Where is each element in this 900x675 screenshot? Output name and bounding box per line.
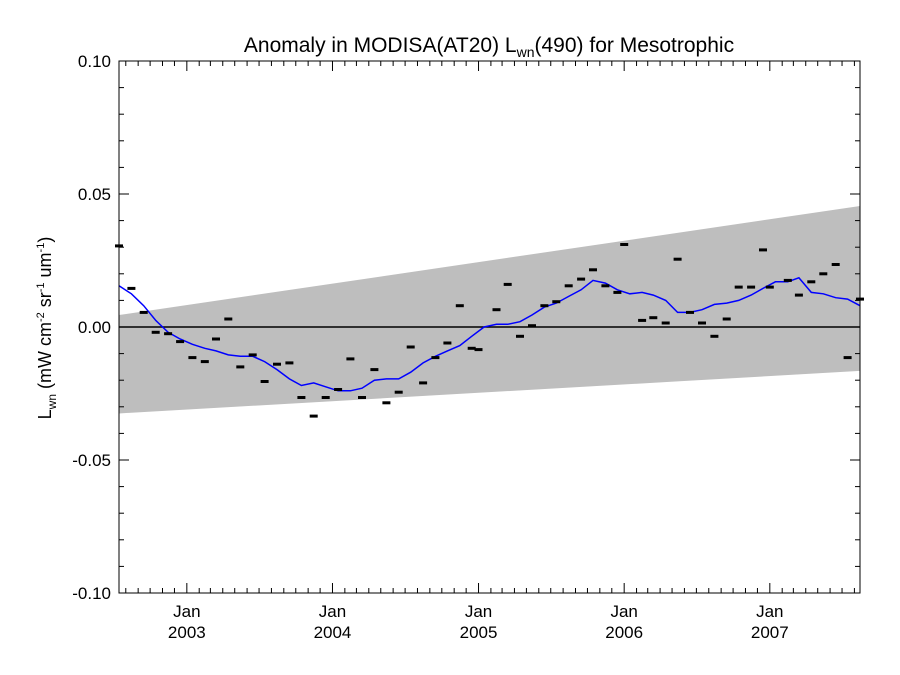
- data-point: [698, 321, 706, 325]
- data-point: [200, 360, 209, 364]
- data-point: [710, 334, 719, 338]
- data-point: [503, 282, 512, 286]
- data-point: [321, 396, 330, 399]
- data-point: [686, 310, 694, 314]
- data-point: [765, 285, 774, 289]
- chart-title-rest: (490) for Mesotrophic: [535, 34, 735, 57]
- y-axis-label-close: ): [35, 237, 55, 243]
- y-axis-label-um: um: [35, 252, 55, 282]
- data-point: [649, 316, 658, 320]
- y-tick-labels: -0.10 -0.05 0.00 0.05 0.10: [72, 52, 111, 603]
- data-point: [722, 317, 731, 321]
- data-point: [807, 280, 816, 284]
- y-axis-label-units: (mW cm: [35, 322, 55, 394]
- data-point: [638, 318, 647, 322]
- data-point: [273, 362, 281, 366]
- chart-title: Anomaly in MODISA(AT20) Lwn(490) for Mes…: [244, 34, 734, 60]
- y-axis-label-exp2: -1: [35, 282, 47, 292]
- y-axis-label-sr: sr: [35, 292, 55, 312]
- data-points-layer: [115, 243, 864, 418]
- data-point: [819, 272, 828, 276]
- y-tick-label: 0.05: [78, 185, 111, 204]
- data-point: [260, 380, 269, 383]
- data-point: [613, 290, 622, 294]
- data-point: [577, 277, 586, 281]
- data-point: [224, 317, 233, 321]
- data-point: [516, 334, 524, 338]
- y-tick-label: -0.10: [72, 584, 111, 603]
- data-point: [528, 324, 536, 328]
- axes-layer: [118, 60, 861, 594]
- y-axis-label-exp1: -2: [35, 312, 47, 322]
- data-point: [843, 356, 852, 360]
- data-point: [164, 332, 173, 336]
- data-point: [309, 414, 318, 418]
- data-point: [734, 285, 743, 289]
- data-point: [297, 396, 306, 399]
- data-point: [747, 285, 756, 289]
- data-point: [564, 284, 573, 288]
- data-point: [406, 345, 415, 349]
- y-axis-label: Lwn (mW cm-2 sr-1 um-1): [35, 237, 59, 420]
- data-point: [285, 361, 294, 365]
- x-tick-label-year: 2007: [751, 623, 789, 642]
- data-point: [759, 248, 767, 252]
- y-tick-label: 0.10: [78, 52, 111, 71]
- data-point: [334, 388, 343, 391]
- data-point: [783, 278, 792, 282]
- data-point: [443, 341, 452, 345]
- data-point: [188, 356, 197, 360]
- data-point: [176, 340, 185, 344]
- data-point: [620, 243, 629, 246]
- x-tick-label-year: 2006: [605, 623, 643, 642]
- data-point: [455, 304, 464, 308]
- smooth-line-layer: [118, 276, 861, 392]
- y-axis-label-exp3: -1: [35, 243, 47, 253]
- uncertainty-band: [119, 205, 860, 414]
- y-axis-label-main: L: [35, 409, 55, 419]
- y-tick-label: 0.00: [78, 318, 111, 337]
- data-point: [431, 356, 440, 360]
- data-point: [370, 368, 379, 372]
- data-point: [127, 286, 136, 290]
- data-point: [794, 293, 803, 297]
- uncertainty-band-layer: [119, 205, 860, 414]
- data-point: [236, 365, 245, 369]
- data-point: [358, 396, 366, 399]
- data-point: [492, 308, 501, 312]
- chart-title-subscript: wn: [516, 44, 535, 60]
- x-tick-label-year: 2005: [460, 623, 498, 642]
- smooth-series-line: [118, 276, 861, 392]
- data-point: [139, 310, 148, 314]
- x-tick-label-year: 2003: [168, 623, 206, 642]
- data-point: [248, 353, 257, 357]
- data-point: [212, 337, 220, 341]
- data-point: [673, 257, 682, 261]
- x-tick-labels: Jan 2003 Jan 2004 Jan 2005 Jan 2006 Jan 2007: [168, 602, 789, 642]
- data-point: [346, 357, 355, 361]
- data-point: [831, 263, 840, 266]
- y-axis-label-subscript: wn: [45, 394, 59, 410]
- data-point: [419, 381, 428, 385]
- y-tick-label: -0.05: [72, 451, 111, 470]
- data-point: [601, 284, 610, 288]
- data-point: [382, 401, 391, 405]
- data-point: [394, 390, 403, 394]
- x-tick-label-month: Jan: [319, 602, 346, 621]
- data-point: [151, 330, 160, 334]
- x-tick-label-year: 2004: [314, 623, 352, 642]
- x-tick-label-month: Jan: [173, 602, 200, 621]
- data-point: [540, 304, 549, 308]
- data-point: [552, 300, 561, 304]
- data-point: [467, 346, 476, 350]
- data-point: [589, 268, 597, 272]
- data-point: [474, 348, 483, 352]
- x-tick-label-month: Jan: [465, 602, 492, 621]
- x-tick-label-month: Jan: [610, 602, 637, 621]
- chart-title-main: Anomaly in MODISA(AT20) L: [244, 34, 517, 57]
- x-tick-label-month: Jan: [756, 602, 783, 621]
- data-point: [661, 321, 670, 325]
